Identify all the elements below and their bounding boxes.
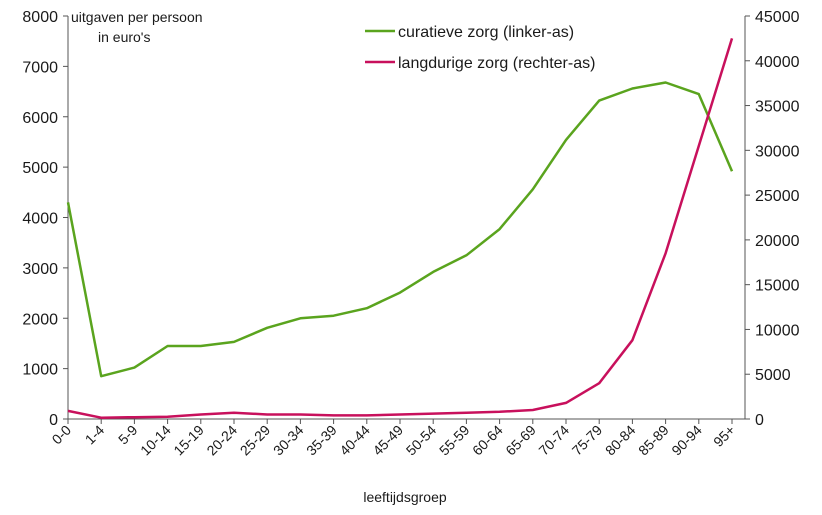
x-tick-label: 5-9 [115, 422, 141, 448]
x-tick-label: 85-89 [635, 422, 672, 459]
series-line-langdurige [67, 38, 734, 419]
legend-label-curatieve: curatieve zorg (linker-as) [398, 24, 574, 41]
right-axis: 0 5000 10000 15000 20000 25000 30000 35000 40000… [744, 9, 800, 429]
x-tick-label: 20-24 [203, 422, 240, 459]
left-tick-label: 1000 [22, 362, 58, 379]
x-tick-label: 50-54 [403, 422, 440, 459]
x-axis: 0-0 1-4 5-910-1415-1920-2425-2930-3435-394… [48, 418, 745, 459]
x-tick-label: 40-44 [336, 422, 373, 459]
left-tick-label: 2000 [22, 311, 58, 328]
left-tick-label: 0 [49, 412, 58, 429]
x-tick-label: 30-34 [270, 422, 307, 459]
left-tick-label: 4000 [22, 211, 58, 228]
y-axis-title-line2: in euro's [98, 29, 150, 45]
x-tick-label: 1-4 [82, 422, 108, 448]
right-tick-label: 15000 [755, 278, 800, 295]
x-tick-label: 35-39 [303, 422, 340, 459]
left-axis: 0 1000 2000 3000 4000 5000 6000 7000 8000 [22, 9, 69, 429]
x-tick-label: 15-19 [170, 422, 207, 459]
left-tick-label: 3000 [22, 261, 58, 278]
x-tick-label: 55-59 [436, 422, 473, 459]
left-tick-label: 6000 [22, 110, 58, 127]
x-tick-label: 90-94 [668, 422, 705, 459]
right-tick-label: 40000 [755, 54, 800, 71]
left-tick-label: 7000 [22, 59, 58, 76]
x-tick-label: 60-64 [469, 422, 506, 459]
x-tick-label: 80-84 [602, 422, 639, 459]
x-tick-label: 65-69 [502, 422, 539, 459]
y-axis-title-line1: uitgaven per persoon [71, 9, 203, 25]
x-tick-label: 70-74 [535, 422, 572, 459]
right-tick-label: 0 [755, 412, 764, 429]
right-tick-label: 35000 [755, 99, 800, 116]
series-line-curatieve [66, 81, 734, 378]
right-tick-label: 10000 [755, 322, 800, 339]
right-tick-label: 25000 [755, 188, 800, 205]
x-tick-label: 45-49 [369, 422, 406, 459]
series-layer [66, 38, 734, 419]
right-tick-label: 20000 [755, 233, 800, 250]
x-axis-title: leeftijdsgroep [363, 489, 446, 505]
right-tick-label: 45000 [755, 9, 800, 26]
x-tick-label: 95+ [710, 422, 738, 450]
legend: curatieve zorg (linker-as) langdurige zo… [365, 24, 595, 72]
left-tick-label: 8000 [22, 9, 58, 26]
x-tick-label: 25-29 [237, 422, 274, 459]
x-tick-label: 75-79 [569, 422, 606, 459]
right-tick-label: 5000 [755, 367, 791, 384]
x-tick-label: 10-14 [137, 422, 174, 459]
left-tick-label: 5000 [22, 160, 58, 177]
right-tick-label: 30000 [755, 143, 800, 160]
legend-label-langdurige: langdurige zorg (rechter-as) [398, 55, 595, 72]
